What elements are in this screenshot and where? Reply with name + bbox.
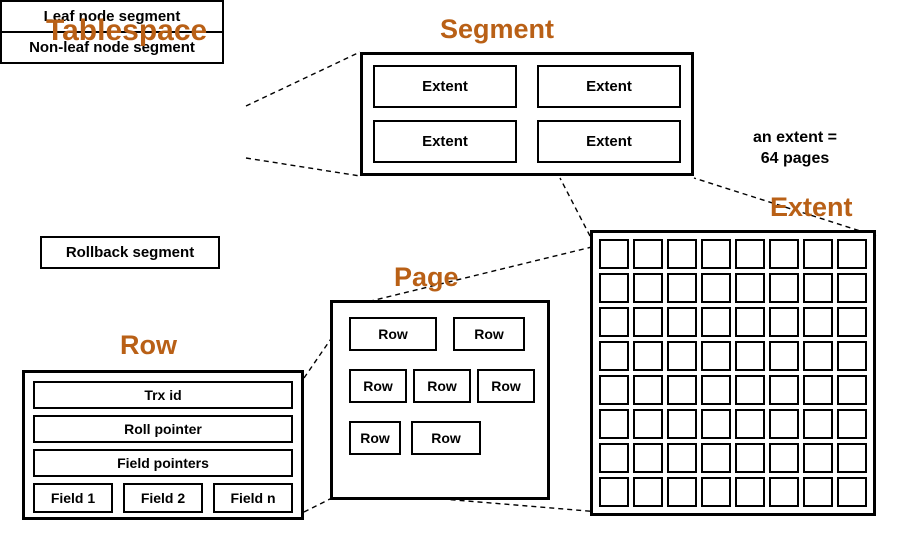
row-field-pointers: Field pointers [33,449,293,477]
extent-page-cell [667,443,697,473]
extent-page-cell [735,307,765,337]
extent-page-cell [803,341,833,371]
rollback-segment: Rollback segment [40,236,220,269]
page-row-cell: Row [349,421,401,455]
extent-page-cell [667,477,697,507]
extent-page-cell [633,477,663,507]
page-row-cell: Row [411,421,481,455]
extent-page-cell [667,307,697,337]
extent-page-cell [769,375,799,405]
extent-page-cell [599,273,629,303]
extent-note-line2: 64 pages [761,150,829,167]
extent-page-cell [701,273,731,303]
extent-page-cell [667,273,697,303]
extent-page-cell [769,409,799,439]
extent-page-cell [633,307,663,337]
page-row-cell: Row [477,369,535,403]
row-field: Field 1 [33,483,113,513]
extent-page-cell [599,307,629,337]
segment-box: Extent Extent Extent Extent [360,52,694,176]
extent-page-cell [837,477,867,507]
extent-page-cell [769,477,799,507]
extent-page-cell [667,341,697,371]
extent-page-cell [735,273,765,303]
title-row: Row [120,330,177,361]
extent-page-cell [667,239,697,269]
extent-page-cell [701,341,731,371]
page-box: RowRowRowRowRowRowRow [330,300,550,500]
extent-page-cell [769,273,799,303]
extent-page-cell [837,443,867,473]
extent-page-cell [667,375,697,405]
extent-page-cell [735,477,765,507]
extent-page-cell [701,375,731,405]
extent-page-cell [633,239,663,269]
extent-page-cell [735,409,765,439]
extent-page-cell [701,307,731,337]
extent-page-cell [633,409,663,439]
extent-page-cell [599,477,629,507]
extent-page-cell [735,375,765,405]
page-row-cell: Row [453,317,525,351]
extent-page-cell [803,409,833,439]
segment-extent-cell: Extent [373,65,517,108]
extent-page-cell [633,375,663,405]
extent-page-cell [599,375,629,405]
extent-box [590,230,876,516]
title-tablespace: Tablespace [46,14,207,48]
extent-page-cell [701,443,731,473]
extent-page-cell [769,239,799,269]
extent-page-cell [837,273,867,303]
row-field: Field 2 [123,483,203,513]
page-row-cell: Row [349,369,407,403]
extent-page-cell [803,375,833,405]
extent-page-cell [667,409,697,439]
extent-page-cell [701,477,731,507]
extent-page-cell [599,341,629,371]
extent-page-cell [837,375,867,405]
extent-page-cell [735,239,765,269]
extent-page-cell [599,409,629,439]
extent-page-cell [769,341,799,371]
extent-page-cell [803,477,833,507]
extent-page-cell [837,239,867,269]
extent-page-cell [803,443,833,473]
extent-page-cell [735,443,765,473]
extent-page-cell [803,307,833,337]
extent-page-cell [633,341,663,371]
row-box: Trx id Roll pointer Field pointers Field… [22,370,304,520]
extent-page-cell [701,239,731,269]
extent-note: an extent = 64 pages [720,128,870,170]
extent-page-cell [803,273,833,303]
extent-page-cell [599,443,629,473]
extent-page-cell [837,307,867,337]
title-segment: Segment [440,14,554,45]
extent-page-cell [837,341,867,371]
extent-page-cell [769,443,799,473]
extent-page-cell [701,409,731,439]
page-row-cell: Row [349,317,437,351]
row-field: Field n [213,483,293,513]
row-roll-pointer: Roll pointer [33,415,293,443]
row-trx-id: Trx id [33,381,293,409]
extent-page-cell [803,239,833,269]
title-page: Page [394,262,459,293]
segment-extent-cell: Extent [373,120,517,163]
extent-page-cell [599,239,629,269]
page-row-cell: Row [413,369,471,403]
extent-note-line1: an extent = [753,129,837,146]
title-extent: Extent [770,192,853,223]
extent-page-cell [837,409,867,439]
extent-page-cell [633,443,663,473]
segment-extent-cell: Extent [537,65,681,108]
extent-page-cell [735,341,765,371]
extent-page-cell [633,273,663,303]
segment-extent-cell: Extent [537,120,681,163]
extent-page-cell [769,307,799,337]
